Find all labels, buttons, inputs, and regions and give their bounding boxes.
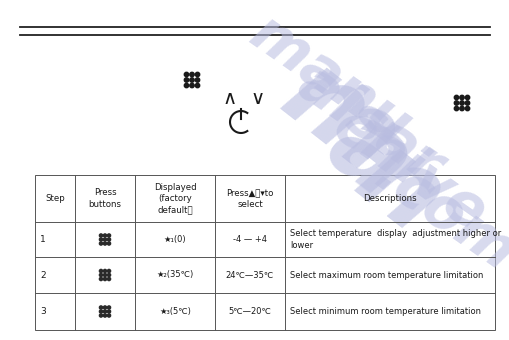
Text: alsar: alsar: [287, 55, 452, 195]
Text: 5℃—20℃: 5℃—20℃: [228, 307, 271, 316]
Circle shape: [107, 273, 110, 277]
Circle shape: [99, 314, 102, 317]
Circle shape: [195, 78, 200, 82]
Circle shape: [99, 306, 102, 309]
Circle shape: [107, 238, 110, 241]
Text: Press▲、▾to
select: Press▲、▾to select: [226, 188, 273, 208]
Circle shape: [103, 273, 106, 277]
Circle shape: [459, 101, 463, 105]
Text: a: a: [307, 90, 432, 220]
Text: ★₂(35℃): ★₂(35℃): [156, 271, 193, 279]
Text: 2: 2: [40, 271, 45, 279]
Text: ★₁(0): ★₁(0): [163, 235, 186, 244]
Circle shape: [195, 83, 200, 88]
Text: chive: chive: [322, 97, 497, 243]
Circle shape: [464, 101, 469, 105]
Circle shape: [454, 95, 458, 100]
Bar: [35, 175, 494, 330]
Text: Press
buttons: Press buttons: [89, 188, 121, 208]
Circle shape: [454, 101, 458, 105]
Circle shape: [189, 72, 194, 77]
Circle shape: [103, 269, 106, 273]
Text: .com: .com: [363, 147, 509, 284]
Text: 24℃—35℃: 24℃—35℃: [225, 271, 274, 279]
Circle shape: [184, 83, 188, 88]
Circle shape: [99, 269, 102, 273]
Text: 1: 1: [40, 235, 46, 244]
Text: -4 — +4: -4 — +4: [233, 235, 267, 244]
Circle shape: [107, 234, 110, 237]
Circle shape: [459, 95, 463, 100]
Text: n: n: [335, 123, 463, 256]
Circle shape: [464, 95, 469, 100]
Text: Select minimum room temperature limitation: Select minimum room temperature limitati…: [290, 307, 480, 316]
Circle shape: [189, 83, 194, 88]
Text: Step: Step: [45, 194, 65, 203]
Text: ★₃(5℃): ★₃(5℃): [159, 307, 190, 316]
Circle shape: [107, 242, 110, 245]
Text: m: m: [261, 42, 418, 198]
Text: manu: manu: [238, 4, 420, 156]
Circle shape: [184, 78, 188, 82]
Circle shape: [99, 273, 102, 277]
Circle shape: [99, 277, 102, 280]
Circle shape: [107, 310, 110, 313]
Circle shape: [459, 106, 463, 111]
Circle shape: [99, 310, 102, 313]
Circle shape: [195, 72, 200, 77]
Circle shape: [103, 242, 106, 245]
Text: Select maximum room temperature limitation: Select maximum room temperature limitati…: [290, 271, 483, 279]
Circle shape: [99, 234, 102, 237]
Circle shape: [107, 314, 110, 317]
Circle shape: [464, 106, 469, 111]
Circle shape: [107, 277, 110, 280]
Circle shape: [107, 306, 110, 309]
Circle shape: [454, 106, 458, 111]
Circle shape: [99, 242, 102, 245]
Circle shape: [103, 234, 106, 237]
Circle shape: [103, 310, 106, 313]
Circle shape: [107, 269, 110, 273]
Circle shape: [99, 238, 102, 241]
Circle shape: [184, 72, 188, 77]
Circle shape: [189, 78, 194, 82]
Circle shape: [103, 238, 106, 241]
Text: ∧: ∧: [222, 88, 237, 107]
Text: Select temperature  display  adjustment higher or
lower: Select temperature display adjustment hi…: [290, 230, 500, 250]
Text: 3: 3: [40, 307, 46, 316]
Text: ∨: ∨: [250, 88, 265, 107]
Circle shape: [103, 277, 106, 280]
Circle shape: [103, 306, 106, 309]
Text: Descriptions: Descriptions: [362, 194, 416, 203]
Circle shape: [103, 314, 106, 317]
Text: Displayed
(factory
default）: Displayed (factory default）: [153, 183, 196, 214]
